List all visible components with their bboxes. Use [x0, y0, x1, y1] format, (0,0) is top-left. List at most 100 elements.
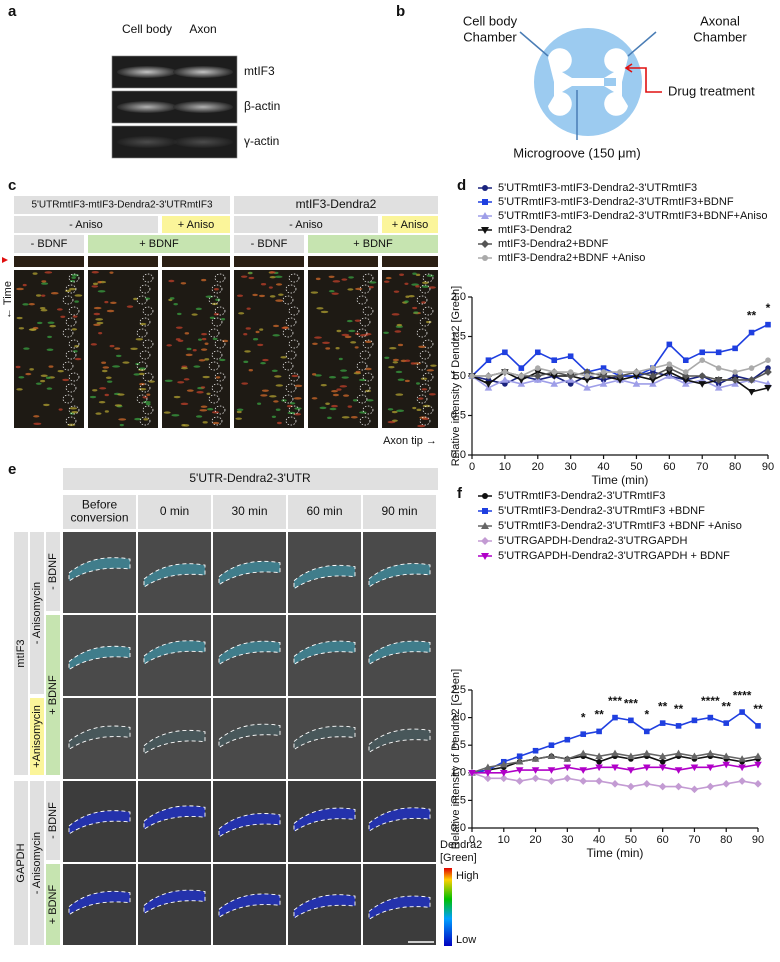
kymo-spot — [327, 416, 332, 420]
kymo-spot — [339, 385, 348, 388]
kymo-roi — [62, 328, 74, 338]
kymo-spot — [202, 421, 208, 424]
data-point — [682, 357, 689, 363]
kymo-spot — [45, 376, 51, 380]
kymo-roi — [214, 339, 226, 349]
data-point — [714, 384, 723, 391]
kymo-roi — [359, 284, 371, 294]
data-point — [627, 767, 635, 774]
data-point — [642, 764, 651, 772]
kymo-spot — [213, 287, 219, 291]
kymo-roi — [214, 273, 226, 283]
kymo-spot — [91, 285, 99, 288]
kymo-spot — [40, 309, 48, 312]
kymo-spot — [252, 293, 258, 297]
kymo-roi — [422, 372, 434, 382]
kymo-spot — [198, 338, 203, 341]
row-header — [46, 532, 60, 611]
arrow — [519, 31, 549, 57]
bdnf-label: + BDNF — [139, 238, 179, 250]
kymo-spot — [271, 369, 278, 372]
panel-label: b — [396, 3, 405, 20]
data-point — [616, 377, 624, 384]
kymo-spot — [369, 281, 377, 284]
data-point — [747, 376, 756, 384]
kymo-spot — [198, 359, 206, 362]
kymo-spot — [243, 360, 249, 364]
kymo-spot — [275, 283, 283, 286]
kymo-spot — [420, 377, 428, 380]
kymo-spot — [312, 342, 318, 345]
legend-label: 5'UTRmtIF3-mtIF3-Dendra2-3'UTRmtIF3+BDNF — [498, 196, 734, 208]
data-point — [706, 749, 715, 757]
kymo-spot — [25, 372, 32, 376]
data-point — [551, 357, 558, 363]
kymo-spot — [365, 333, 372, 336]
kymo-spot — [72, 315, 78, 318]
kymo-spot — [310, 291, 319, 294]
kymo-roi — [62, 295, 74, 305]
data-point — [616, 372, 624, 380]
kymo-spot — [397, 378, 405, 381]
kymo-roi — [211, 284, 223, 294]
kymo-spot — [33, 415, 40, 418]
kymo-spot — [93, 312, 101, 316]
kymo-roi — [139, 383, 151, 393]
kymo-spot — [388, 365, 395, 369]
y-tick-label: 2.0 — [451, 291, 466, 303]
kymo-spot — [260, 361, 266, 365]
kymo-spot — [393, 290, 400, 293]
kymo-roi — [419, 350, 431, 360]
kymo-spot — [245, 327, 251, 330]
kymo-spot — [355, 370, 361, 374]
gel-band — [117, 66, 177, 78]
data-point — [632, 373, 641, 380]
kymo-spot — [173, 395, 181, 399]
kymo-spot — [389, 346, 397, 350]
axon-signal — [294, 726, 355, 750]
data-point — [579, 749, 588, 757]
kymo-roi — [356, 361, 368, 371]
kymo-roi — [416, 295, 428, 305]
kymo-spot — [413, 362, 421, 365]
kymo-spot — [384, 356, 390, 359]
data-point — [747, 389, 756, 396]
data-point — [534, 349, 541, 356]
kymo-roi — [142, 339, 154, 349]
kymo-spot — [346, 319, 353, 323]
axon-signal — [219, 561, 280, 585]
axon-signal — [144, 730, 205, 754]
kymo-spot — [426, 274, 435, 277]
kymo-spot — [319, 406, 327, 410]
gel-band — [173, 66, 233, 78]
kymo-spot — [328, 376, 336, 379]
x-tick-label: 20 — [532, 461, 544, 473]
kymo-spot — [97, 281, 102, 284]
data-point — [502, 369, 508, 375]
arrow — [627, 31, 657, 57]
kymo-spot — [191, 313, 198, 316]
kymo-spot — [49, 324, 56, 328]
data-point — [690, 764, 699, 772]
kymo-spot — [102, 366, 110, 369]
data-point — [595, 752, 603, 760]
x-tick-label: 40 — [593, 834, 605, 846]
kymo-spot — [60, 315, 66, 318]
data-point — [627, 752, 635, 760]
bdnf-label: + BDNF — [353, 238, 393, 250]
kymo-roi — [285, 383, 297, 393]
kymo-spot — [273, 400, 279, 403]
data-point — [600, 365, 607, 371]
data-point — [722, 761, 731, 769]
data-point — [642, 780, 651, 788]
axon-signal — [144, 890, 205, 914]
kymo-roi — [214, 372, 226, 382]
construct-label: 5'UTRmtIF3-mtIF3-Dendra2-3'UTRmtIF3 — [31, 200, 213, 211]
data-point — [722, 780, 731, 788]
header-cell — [382, 216, 438, 233]
significance-label: ** — [747, 309, 757, 323]
kymo-spot — [391, 313, 400, 316]
kymo-roi — [362, 273, 374, 283]
kymo-spot — [322, 341, 330, 345]
kymo-spot — [28, 302, 35, 306]
